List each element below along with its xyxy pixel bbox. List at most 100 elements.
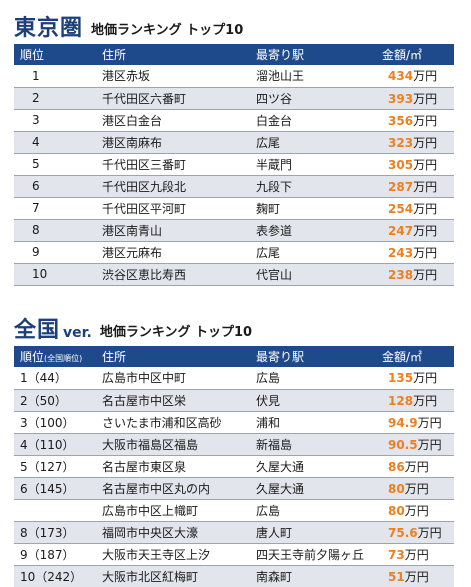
rank-cell: 1（44）	[14, 367, 96, 390]
address-cell: 大阪市福島区福島	[96, 433, 250, 456]
rank-cell	[14, 499, 96, 522]
address-cell: 千代田区六番町	[96, 87, 250, 110]
price-value: 80	[388, 481, 405, 496]
price-cell: 135万円	[376, 367, 454, 390]
table-row: 3 港区白金台 白金台 356万円	[14, 109, 454, 132]
price-unit: 万円	[404, 503, 429, 518]
price-cell: 238万円	[376, 263, 454, 286]
rank-cell: 3	[14, 109, 96, 132]
address-header: 住所	[102, 48, 127, 62]
table-row: 2 千代田区六番町 四ツ谷 393万円	[14, 87, 454, 110]
address-cell: さいたま市浦和区高砂	[96, 411, 250, 434]
price-cell: 356万円	[376, 109, 454, 132]
rank-cell: 10	[14, 263, 96, 286]
station-cell: 久屋大通	[250, 477, 376, 500]
station-cell: 広島	[250, 499, 376, 522]
address-cell: 港区南麻布	[96, 131, 250, 154]
rank-header-note: (全国順位)	[44, 354, 83, 363]
table-row: 広島市中区上幟町 広島 80万円	[14, 499, 454, 522]
rank-header: 順位(全国順位)	[14, 346, 96, 367]
price-unit: 万円	[417, 437, 442, 452]
rank-cell: 8（173）	[14, 521, 96, 544]
station-cell: 溜池山王	[250, 65, 376, 88]
price-cell: 243万円	[376, 241, 454, 264]
address-cell: 名古屋市中区栄	[96, 389, 250, 412]
national-heading: 全国 ver. 地価ランキング トップ10	[14, 306, 454, 346]
price-unit: 万円	[417, 415, 442, 430]
address-cell: 港区白金台	[96, 109, 250, 132]
rank-cell: 3（100）	[14, 411, 96, 434]
table-row: 8（173） 福岡市中央区大濠 唐人町 75.6万円	[14, 521, 454, 544]
rank-cell: 2	[14, 87, 96, 110]
price-unit: 万円	[404, 569, 429, 584]
station-cell: 九段下	[250, 175, 376, 198]
station-cell: 四天王寺前夕陽ヶ丘	[250, 543, 376, 566]
price-unit: 万円	[413, 201, 438, 216]
tokyo-header-row: 順位 住所 最寄り駅 金額/㎡	[14, 44, 454, 65]
address-cell: 福岡市中央区大濠	[96, 521, 250, 544]
table-row: 10（242） 大阪市北区紅梅町 南森町 51万円	[14, 565, 454, 587]
table-row: 6 千代田区九段北 九段下 287万円	[14, 175, 454, 198]
tokyo-ranking-table: 順位 住所 最寄り駅 金額/㎡ 1 港区赤坂 溜池山王 434万円 2 千代田区六番町 四ツ…	[14, 44, 454, 286]
address-cell: 千代田区平河町	[96, 197, 250, 220]
price-header: 金額/㎡	[382, 350, 423, 364]
station-cell: 広島	[250, 367, 376, 390]
price-unit: 万円	[413, 371, 438, 386]
price-cell: 73万円	[376, 543, 454, 566]
price-value: 80	[388, 503, 405, 518]
price-cell: 323万円	[376, 131, 454, 154]
address-cell: 名古屋市中区丸の内	[96, 477, 250, 500]
table-row: 8 港区南青山 表参道 247万円	[14, 219, 454, 242]
station-header: 最寄り駅	[256, 48, 305, 62]
address-header: 住所	[102, 350, 127, 364]
address-cell: 大阪市天王寺区上汐	[96, 543, 250, 566]
address-cell: 渋谷区恵比寿西	[96, 263, 250, 286]
address-cell: 広島市中区上幟町	[96, 499, 250, 522]
price-value: 238	[388, 267, 414, 282]
price-unit: 万円	[413, 91, 438, 106]
rank-cell: 2（50）	[14, 389, 96, 412]
rank-cell: 10（242）	[14, 565, 96, 587]
national-subtitle: 地価ランキング トップ10	[99, 325, 253, 341]
price-value: 86	[388, 459, 405, 474]
price-value: 128	[388, 393, 414, 408]
price-cell: 305万円	[376, 153, 454, 176]
station-cell: 半蔵門	[250, 153, 376, 176]
price-value: 73	[388, 547, 405, 562]
address-cell: 港区元麻布	[96, 241, 250, 264]
national-table-body: 1（44） 広島市中区中町 広島 135万円 2（50） 名古屋市中区栄 伏見 128万円 3（…	[14, 367, 454, 587]
price-value: 94.9	[388, 415, 418, 430]
address-cell: 千代田区三番町	[96, 153, 250, 176]
address-cell: 名古屋市東区泉	[96, 455, 250, 478]
address-cell: 千代田区九段北	[96, 175, 250, 198]
price-value: 305	[388, 157, 414, 172]
table-row: 9（187） 大阪市天王寺区上汐 四天王寺前夕陽ヶ丘 73万円	[14, 543, 454, 566]
station-cell: 唐人町	[250, 521, 376, 544]
station-cell: 浦和	[250, 411, 376, 434]
rank-cell: 4（110）	[14, 433, 96, 456]
station-cell: 南森町	[250, 565, 376, 587]
price-cell: 80万円	[376, 499, 454, 522]
rank-cell: 6（145）	[14, 477, 96, 500]
table-row: 5 千代田区三番町 半蔵門 305万円	[14, 153, 454, 176]
price-unit: 万円	[404, 459, 429, 474]
table-row: 5（127） 名古屋市東区泉 久屋大通 86万円	[14, 455, 454, 478]
rank-cell: 4	[14, 131, 96, 154]
rank-cell: 1	[14, 65, 96, 88]
price-unit: 万円	[413, 113, 438, 128]
price-cell: 75.6万円	[376, 521, 454, 544]
price-unit: 万円	[413, 135, 438, 150]
price-unit: 万円	[413, 393, 438, 408]
station-cell: 新福島	[250, 433, 376, 456]
rank-cell: 6	[14, 175, 96, 198]
price-unit: 万円	[404, 481, 429, 496]
price-cell: 94.9万円	[376, 411, 454, 434]
rank-cell: 8	[14, 219, 96, 242]
price-unit: 万円	[413, 267, 438, 282]
tokyo-ranking-section: 東京圏 地価ランキング トップ10 順位 住所 最寄り駅 金額/㎡ 1 港区赤坂溜…	[14, 4, 454, 286]
price-value: 75.6	[388, 525, 418, 540]
price-cell: 247万円	[376, 219, 454, 242]
price-cell: 80万円	[376, 477, 454, 500]
tokyo-table-body: 1 港区赤坂 溜池山王 434万円 2 千代田区六番町 四ツ谷 393万円 3 港区白金台 白金台 3…	[14, 65, 454, 286]
station-cell: 白金台	[250, 109, 376, 132]
